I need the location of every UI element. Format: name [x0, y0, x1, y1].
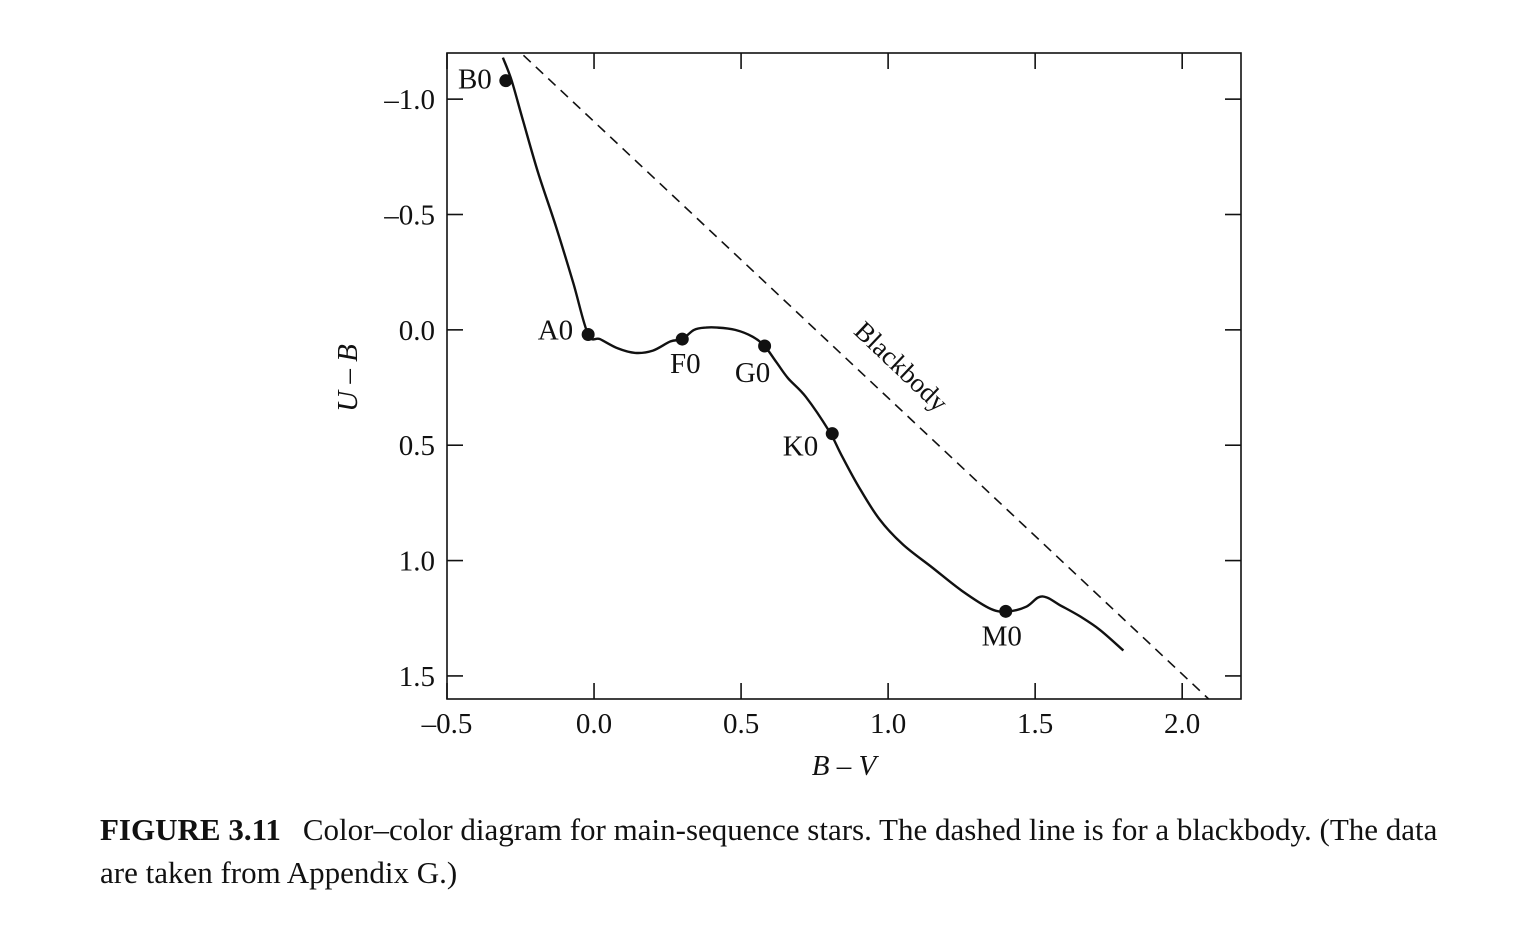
color-color-chart: –0.5 0.0 0.5 1.0 1.5 2.0 –1.0 –0.5 0.0 0.5 1.0 1.5… — [332, 52, 1242, 782]
y-tick-label: 1.5 — [399, 661, 435, 693]
point-b0 — [499, 74, 513, 88]
y-tick-label: 0.5 — [399, 430, 435, 462]
plot-lines — [501, 54, 1210, 699]
point-m0 — [999, 604, 1013, 618]
blackbody-line — [522, 54, 1210, 699]
plot-frame — [446, 52, 1242, 700]
point-g0 — [758, 339, 772, 353]
point-label-a0: A0 — [538, 314, 573, 346]
y-tick-label: –1.0 — [383, 84, 435, 116]
y-tick-label: –0.5 — [383, 200, 435, 232]
x-tick-label: 2.0 — [1164, 708, 1200, 740]
caption-text: Color–color diagram for main-sequence st… — [100, 812, 1438, 890]
x-tick-label: 1.0 — [870, 708, 906, 740]
blackbody-label: Blackbody — [848, 315, 954, 418]
point-k0 — [825, 427, 839, 441]
point-label-m0: M0 — [982, 620, 1022, 652]
spectral-type-points: B0 A0 F0 G0 K0 M0 — [458, 64, 1022, 653]
figure-label: FIGURE 3.11 — [100, 812, 281, 847]
main-sequence-curve — [501, 57, 1125, 652]
x-tick-label: 0.0 — [576, 708, 612, 740]
y-tick-labels: –1.0 –0.5 0.0 0.5 1.0 1.5 — [383, 84, 435, 693]
figure-caption: FIGURE 3.11 Color–color diagram for main-… — [100, 808, 1480, 894]
y-tick-label: 1.0 — [399, 546, 435, 578]
x-tick-label: 1.5 — [1017, 708, 1053, 740]
point-a0 — [581, 327, 595, 341]
point-label-b0: B0 — [458, 64, 492, 96]
x-tick-label: 0.5 — [723, 708, 759, 740]
y-axis-label: U – B — [332, 344, 364, 412]
x-axis-label: B – V — [812, 750, 880, 782]
y-tick-label: 0.0 — [399, 315, 435, 347]
point-f0 — [675, 332, 689, 346]
x-tick-labels: –0.5 0.0 0.5 1.0 1.5 2.0 — [421, 708, 1201, 740]
point-label-f0: F0 — [670, 348, 701, 380]
point-label-k0: K0 — [783, 431, 818, 463]
axis-ticks — [446, 53, 1241, 699]
point-label-g0: G0 — [735, 357, 770, 389]
x-tick-label: –0.5 — [421, 708, 473, 740]
